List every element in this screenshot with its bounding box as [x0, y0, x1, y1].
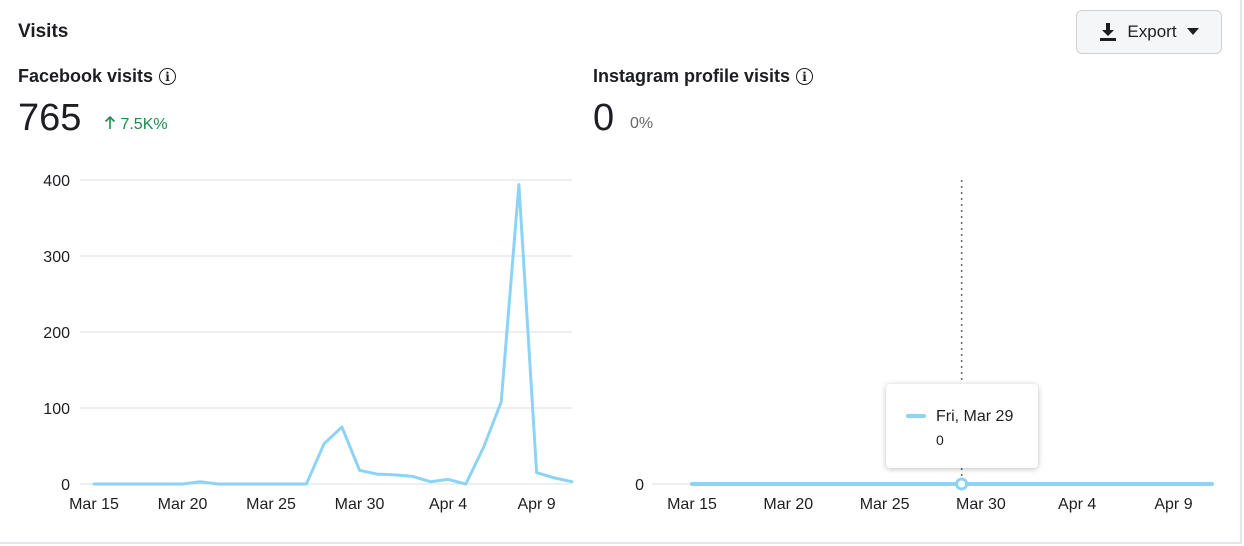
y-tick-label: 400 [43, 173, 70, 190]
instagram-visits-value: 0 [593, 97, 615, 139]
y-tick-label: 300 [43, 249, 70, 266]
x-tick-label: Mar 25 [860, 496, 910, 513]
x-tick-label: Mar 15 [69, 496, 119, 513]
facebook-visits-value: 765 [18, 97, 82, 139]
tooltip-value: 0 [936, 432, 944, 448]
instagram-visits-change: 0% [630, 115, 654, 132]
info-icon[interactable]: i [796, 68, 814, 85]
chart-facebook: 0 100 200 300 400 Mar 15 Mar 20 Mar 25 Mar 30 Apr… [43, 173, 574, 513]
section-title: Visits [18, 21, 69, 42]
x-tick-label: Mar 20 [158, 496, 208, 513]
x-tick-label: Apr 4 [429, 496, 467, 513]
x-tick-label: Mar 15 [667, 496, 717, 513]
y-tick-label: 0 [635, 477, 644, 494]
tooltip-legend-swatch [906, 414, 926, 418]
export-label: Export [1127, 22, 1177, 41]
x-tick-label: Apr 9 [1154, 496, 1192, 513]
facebook-visits-change: 7.5K% [104, 115, 168, 133]
download-icon [1099, 22, 1117, 42]
instagram-visits-title: Instagram profile visits i [593, 66, 814, 87]
x-tick-label: Apr 4 [1058, 496, 1096, 513]
facebook-visits-title: Facebook visits i [18, 66, 177, 87]
y-tick-label: 100 [43, 401, 70, 418]
y-tick-label: 0 [61, 477, 70, 494]
instagram-visits-title-text: Instagram profile visits [593, 66, 791, 86]
x-tick-label: Mar 25 [246, 496, 296, 513]
x-tick-label: Mar 20 [763, 496, 813, 513]
chart-tooltip: Fri, Mar 29 0 [886, 384, 1038, 468]
chart-instagram: 0 Mar 15 Mar 20 Mar 25 Mar 30 Apr 4 Apr 9 [635, 180, 1214, 513]
caret-down-icon [1186, 28, 1199, 36]
export-button[interactable]: Export [1076, 10, 1222, 54]
series-line [92, 183, 574, 486]
x-tick-label: Mar 30 [335, 496, 385, 513]
x-tick-label: Mar 30 [956, 496, 1006, 513]
facebook-visits-change-text: 7.5K% [120, 116, 168, 133]
arrow-up-icon [104, 115, 120, 133]
facebook-visits-title-text: Facebook visits [18, 66, 154, 86]
info-icon[interactable]: i [159, 68, 177, 85]
tooltip-date: Fri, Mar 29 [936, 408, 1014, 425]
x-tick-label: Apr 9 [517, 496, 555, 513]
hover-point [955, 477, 969, 491]
y-tick-label: 200 [43, 325, 70, 342]
